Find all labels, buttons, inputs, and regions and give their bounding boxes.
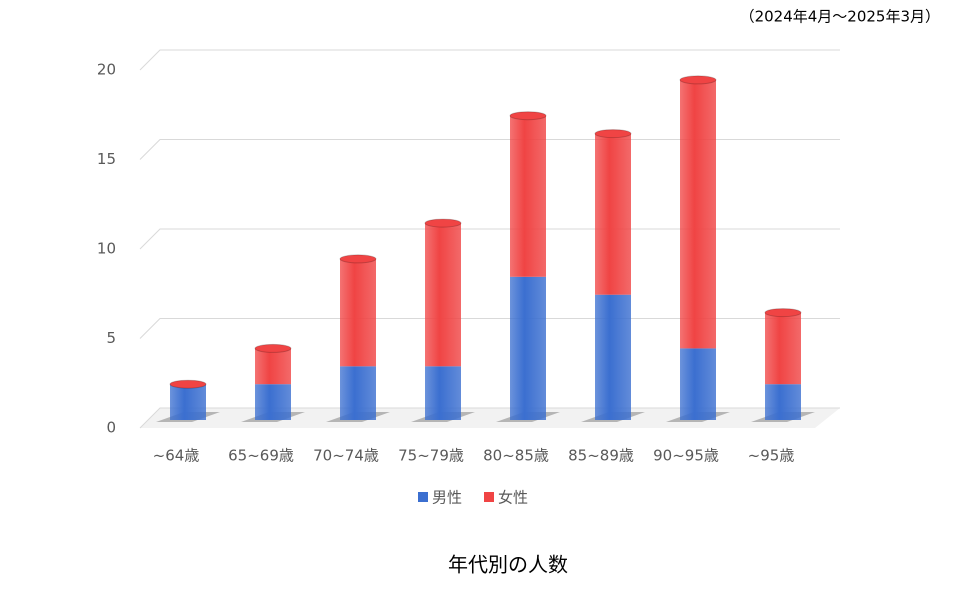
legend-label: 女性 bbox=[498, 489, 528, 507]
bar bbox=[510, 115, 546, 277]
x-tick-label: 85~89歳 bbox=[568, 447, 634, 465]
y-tick-label: 20 bbox=[97, 61, 116, 79]
grid-line bbox=[139, 139, 840, 160]
bar-cap bbox=[509, 111, 547, 121]
bar-cap bbox=[339, 254, 377, 264]
chart-title: 年代別の人数 bbox=[448, 553, 568, 577]
y-tick-label: 0 bbox=[106, 419, 116, 437]
bar bbox=[340, 366, 376, 420]
x-tick-label: ~95歳 bbox=[748, 447, 795, 465]
y-tick-label: 5 bbox=[106, 329, 116, 347]
bar bbox=[340, 258, 376, 367]
bar bbox=[255, 384, 291, 420]
x-tick-label: 75~79歳 bbox=[398, 447, 464, 465]
y-tick-label: 10 bbox=[97, 240, 116, 258]
bar-cap bbox=[424, 218, 462, 228]
chart-note: （2024年4月～2025年3月） bbox=[740, 8, 940, 26]
x-tick-label: 90~95歳 bbox=[653, 447, 719, 465]
bar-cap bbox=[594, 129, 632, 139]
bar bbox=[680, 79, 716, 349]
bar bbox=[170, 384, 206, 420]
bar-cap bbox=[679, 75, 717, 85]
y-tick-label: 15 bbox=[97, 150, 116, 168]
x-tick-label: 80~85歳 bbox=[483, 447, 549, 465]
x-tick-label: 65~69歳 bbox=[228, 447, 294, 465]
bar bbox=[425, 223, 461, 367]
bar bbox=[680, 348, 716, 420]
x-tick-label: ~64歳 bbox=[153, 447, 200, 465]
bar bbox=[425, 366, 461, 420]
bar-cap bbox=[254, 343, 292, 353]
grid-line bbox=[139, 49, 840, 71]
grid-line bbox=[139, 228, 840, 250]
legend-label: 男性 bbox=[432, 489, 462, 507]
bar bbox=[595, 294, 631, 420]
bar-cap bbox=[169, 379, 207, 389]
x-tick-label: 70~74歳 bbox=[313, 447, 379, 465]
bar bbox=[255, 348, 291, 385]
floor bbox=[140, 408, 840, 428]
legend-swatch bbox=[484, 492, 494, 502]
bar-cap bbox=[764, 308, 802, 318]
grid-line bbox=[139, 318, 840, 339]
legend-swatch bbox=[418, 492, 428, 502]
bar bbox=[510, 276, 546, 420]
bar bbox=[765, 384, 801, 420]
bar bbox=[765, 312, 801, 385]
bar bbox=[595, 133, 631, 295]
